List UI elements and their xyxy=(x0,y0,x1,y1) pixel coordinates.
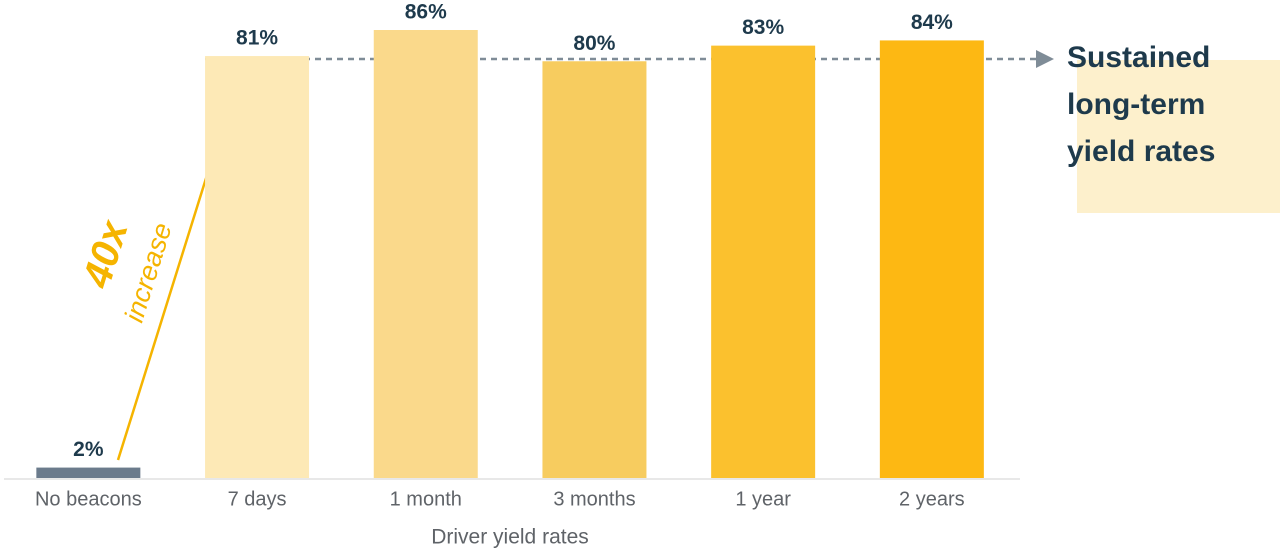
value-label: 83% xyxy=(742,16,784,39)
increase-multiple: 40x xyxy=(74,214,137,293)
value-label: 86% xyxy=(405,1,447,24)
value-label: 2% xyxy=(73,438,104,461)
annotation-text: yield rates xyxy=(1067,135,1215,168)
x-tick-label: 3 months xyxy=(553,488,635,510)
bar xyxy=(373,30,478,478)
bar xyxy=(36,467,141,478)
x-tick-label: No beacons xyxy=(35,488,142,510)
annotation-box xyxy=(1077,60,1280,213)
bar xyxy=(205,56,310,479)
bar xyxy=(879,40,984,478)
x-tick-label: 1 year xyxy=(735,488,791,510)
x-tick-label: 7 days xyxy=(228,488,287,510)
bar xyxy=(711,45,816,479)
x-tick-label: 2 years xyxy=(899,488,965,510)
x-axis-label: Driver yield rates xyxy=(431,526,589,549)
annotation-text: Sustained xyxy=(1067,41,1210,74)
bar xyxy=(542,61,647,479)
value-label: 80% xyxy=(573,32,615,55)
x-tick-label: 1 month xyxy=(390,488,462,510)
sustained-arrowhead xyxy=(1036,50,1054,68)
value-label: 81% xyxy=(236,27,278,50)
annotation-text: long-term xyxy=(1067,88,1205,121)
value-label: 84% xyxy=(911,11,953,34)
